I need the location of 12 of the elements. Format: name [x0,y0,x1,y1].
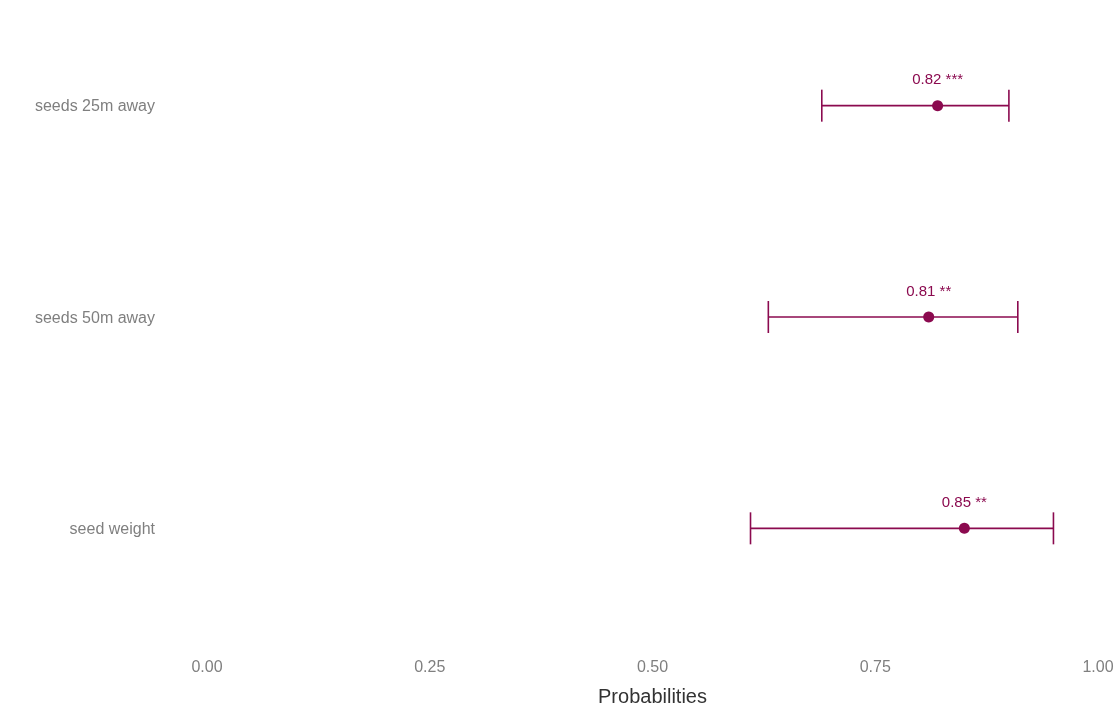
x-tick-label: 1.00 [1082,657,1114,675]
x-tick-label: 0.50 [636,657,669,675]
x-tick-label: 0.75 [859,657,891,675]
x-tick-label: 0.00 [191,657,223,675]
y-tick-label: seeds 50m away [34,308,155,326]
y-tick-label: seeds 25m away [34,97,155,115]
y-tick-label: seed weight [69,519,156,537]
data-label: 0.81 ** [906,281,952,299]
data-label: 0.85 ** [941,492,988,510]
data-label: 0.82 *** [912,70,964,88]
x-axis-title: Probabilities [598,685,707,707]
x-tick-label: 0.25 [414,657,446,675]
